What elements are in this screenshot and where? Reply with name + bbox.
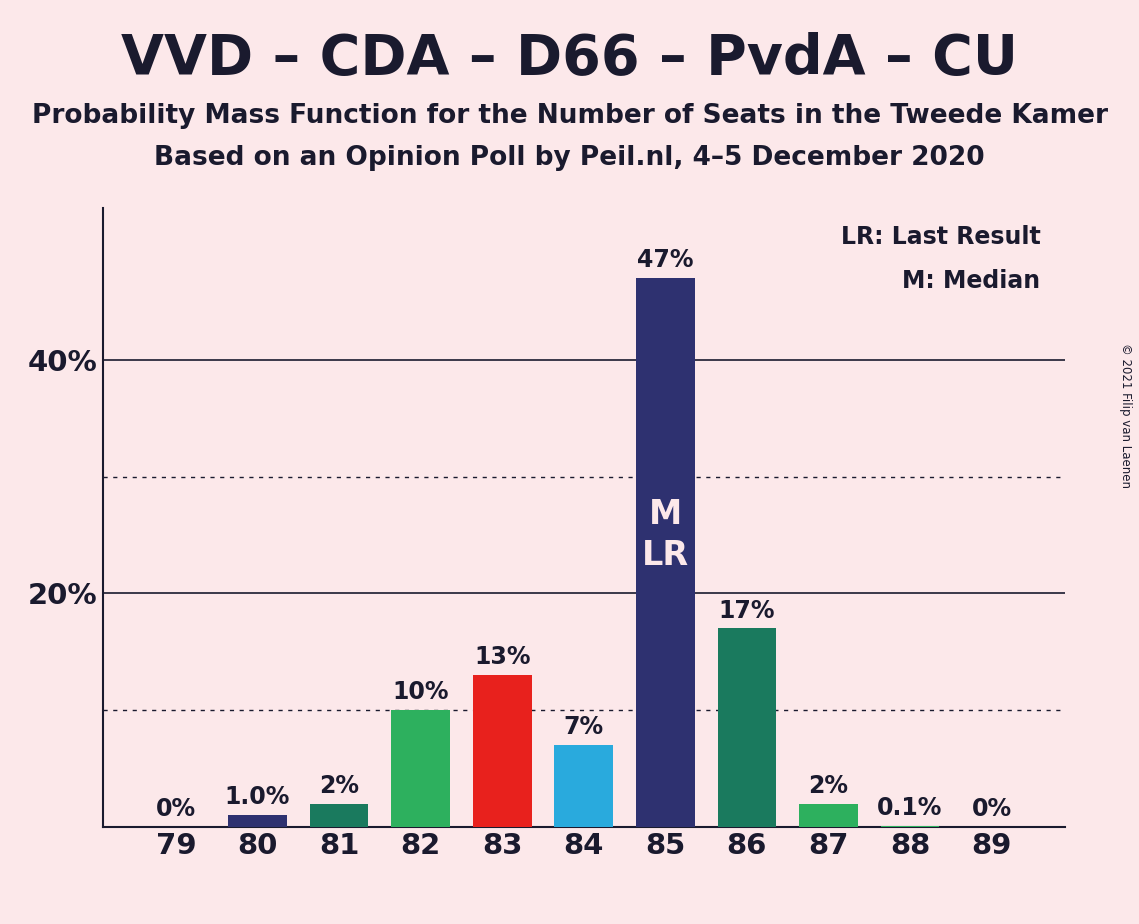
Text: M
LR: M LR (641, 498, 689, 572)
Text: 2%: 2% (809, 773, 849, 797)
Bar (228, 815, 287, 827)
Text: 0%: 0% (156, 797, 196, 821)
Text: 1.0%: 1.0% (224, 785, 290, 809)
Bar (800, 804, 858, 827)
Text: Probability Mass Function for the Number of Seats in the Tweede Kamer: Probability Mass Function for the Number… (32, 103, 1107, 129)
Bar (880, 826, 940, 827)
Text: 47%: 47% (637, 249, 694, 273)
Bar (392, 711, 450, 827)
Bar (718, 628, 776, 827)
Bar (473, 675, 532, 827)
Text: VVD – CDA – D66 – PvdA – CU: VVD – CDA – D66 – PvdA – CU (121, 32, 1018, 86)
Text: M: Median: M: Median (902, 269, 1041, 293)
Text: 2%: 2% (319, 773, 359, 797)
Bar (310, 804, 368, 827)
Text: 13%: 13% (474, 645, 531, 669)
Bar (636, 278, 695, 827)
Text: 17%: 17% (719, 599, 776, 623)
Text: LR: Last Result: LR: Last Result (841, 225, 1041, 249)
Text: 0%: 0% (972, 797, 1011, 821)
Text: 0.1%: 0.1% (877, 796, 943, 820)
Text: 10%: 10% (392, 680, 449, 704)
Bar (555, 746, 613, 827)
Text: 7%: 7% (564, 715, 604, 739)
Text: © 2021 Filip van Laenen: © 2021 Filip van Laenen (1118, 344, 1132, 488)
Text: Based on an Opinion Poll by Peil.nl, 4–5 December 2020: Based on an Opinion Poll by Peil.nl, 4–5… (154, 145, 985, 171)
